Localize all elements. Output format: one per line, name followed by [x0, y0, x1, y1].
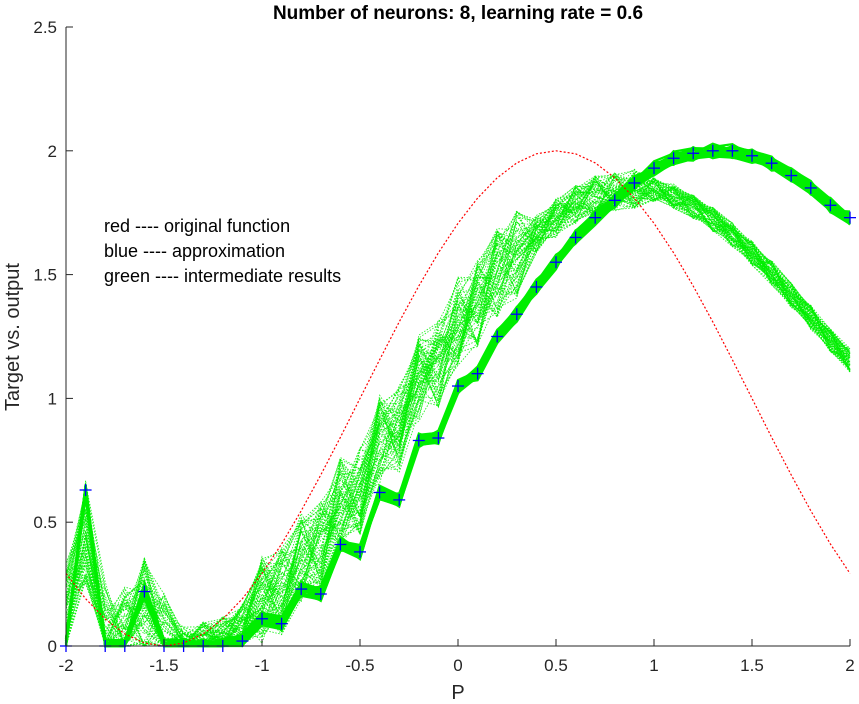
approximation-point — [295, 583, 308, 596]
intermediate-curve — [65, 185, 851, 647]
intermediate-curve — [65, 172, 851, 647]
intermediate-curve — [65, 178, 851, 647]
intermediate-curve — [65, 179, 851, 648]
intermediate-curve — [65, 176, 851, 648]
chart-title: Number of neurons: 8, learning rate = 0.… — [273, 3, 643, 24]
approximation-point — [569, 231, 582, 244]
intermediate-curve — [65, 176, 851, 646]
intermediate-curve — [65, 172, 851, 648]
approximation-point — [804, 181, 817, 194]
approximation-point — [765, 157, 778, 170]
approximation-point — [256, 612, 268, 625]
y-tick-label: 0 — [48, 637, 57, 656]
y-axis-label: Target vs. output — [2, 263, 24, 411]
approximation-point — [354, 545, 366, 558]
approximation-point — [746, 149, 758, 162]
approximation-point — [334, 538, 347, 551]
approximation-point — [138, 585, 151, 598]
x-tick-label: 1 — [649, 656, 658, 675]
approximation-point — [824, 199, 837, 212]
approximation-point — [648, 162, 660, 175]
approximation-point — [628, 176, 641, 189]
intermediate-curve — [65, 190, 851, 647]
intermediate-curve — [65, 179, 851, 647]
x-tick-label: 2 — [845, 656, 854, 675]
y-tick-label: 2 — [48, 142, 57, 161]
x-tick-label: 0.5 — [544, 656, 568, 675]
intermediate-curve — [65, 175, 851, 647]
approximation-point — [550, 256, 562, 269]
intermediate-curve — [65, 177, 851, 648]
approximation-point — [236, 635, 249, 648]
legend-entry-blue: blue ---- approximation — [104, 241, 285, 261]
approximation-point — [275, 617, 288, 630]
intermediate-curve — [65, 181, 851, 647]
intermediate-curve — [65, 177, 851, 647]
approximation-point — [706, 144, 719, 157]
legend-entry-green: green ---- intermediate results — [104, 266, 341, 286]
original-function-line — [65, 150, 851, 647]
intermediate-curve — [65, 187, 851, 648]
approximation-point — [726, 144, 739, 157]
intermediate-curve — [65, 177, 851, 648]
x-tick-label: -1.5 — [149, 656, 178, 675]
approximation-point — [432, 432, 445, 445]
approximation-point — [452, 380, 464, 393]
y-tick-label: 1 — [48, 389, 57, 408]
intermediate-curve — [65, 184, 851, 647]
approximation-point — [687, 147, 700, 160]
y-tick-labels: 0 0.5 1 1.5 2 2.5 — [33, 18, 57, 656]
original-function-series — [65, 150, 851, 647]
y-tick-label: 0.5 — [33, 513, 57, 532]
intermediate-curve — [65, 178, 851, 647]
approximation-point — [510, 308, 523, 321]
axes — [65, 26, 851, 647]
legend: red ---- original function blue ---- app… — [104, 216, 341, 286]
intermediate-curve — [65, 169, 851, 647]
x-tick-label: -2 — [58, 656, 73, 675]
approximation-point — [608, 194, 621, 207]
approximation-point — [844, 211, 856, 224]
x-tick-label: 1.5 — [740, 656, 764, 675]
x-tick-label: -1 — [254, 656, 269, 675]
x-axis-label: P — [451, 682, 464, 704]
approximation-point — [373, 486, 386, 499]
legend-entry-red: red ---- original function — [104, 216, 290, 236]
x-tick-label: -0.5 — [345, 656, 374, 675]
approximation-point — [530, 280, 543, 293]
intermediate-curve — [65, 171, 851, 647]
x-tick-label: 0 — [453, 656, 462, 675]
intermediate-curve — [65, 185, 851, 647]
approximation-point — [393, 493, 406, 506]
approximation-point — [491, 330, 504, 343]
approximation-point — [785, 169, 798, 182]
intermediate-curve — [65, 186, 851, 647]
approximation-series — [60, 144, 856, 652]
approximation-point — [314, 588, 327, 601]
y-tick-label: 2.5 — [33, 18, 57, 37]
approximation-point — [79, 484, 92, 497]
intermediate-curve — [65, 174, 851, 648]
intermediate-curve — [65, 174, 851, 647]
x-tick-labels: -2 -1.5 -1 -0.5 0 0.5 1 1.5 2 — [58, 656, 854, 675]
y-tick-label: 1.5 — [33, 266, 57, 285]
approximation-point — [471, 367, 484, 380]
approximation-point — [412, 434, 425, 447]
approximation-point — [667, 152, 680, 165]
approximation-point — [589, 211, 602, 224]
